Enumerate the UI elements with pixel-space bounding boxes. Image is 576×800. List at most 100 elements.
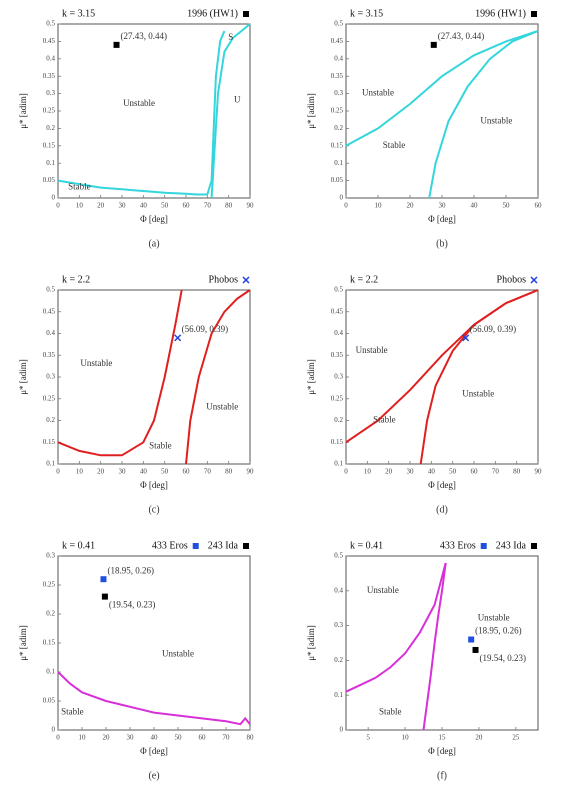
- curve: [57, 30, 226, 196]
- x-tick-label: 30: [119, 468, 127, 476]
- y-tick-label: 0.15: [331, 141, 344, 149]
- annotation: Unstable: [367, 585, 399, 595]
- y-axis-label: μ* [adim]: [18, 93, 28, 129]
- y-tick-label: 0.15: [43, 639, 56, 647]
- point-label: (27.43, 0.44): [121, 31, 168, 41]
- x-tick-label: 10: [364, 468, 372, 476]
- y-tick-label: 0.1: [334, 691, 343, 699]
- x-tick-label: 40: [471, 202, 479, 210]
- annotation: Stable: [383, 140, 406, 150]
- curve: [210, 23, 251, 199]
- legend-label: 243 Ida: [496, 540, 527, 551]
- point-marker: [100, 576, 107, 583]
- legend-marker: [192, 543, 199, 549]
- curve: [185, 289, 251, 465]
- legend-marker: [530, 276, 538, 284]
- y-tick-label: 0.3: [46, 89, 55, 97]
- plot-frame: [345, 289, 539, 465]
- annotation: U: [234, 95, 241, 105]
- x-tick-label: 70: [223, 734, 231, 742]
- x-tick-label: 60: [183, 468, 191, 476]
- chart-title: k = 2.2: [350, 274, 378, 285]
- y-tick-label: 0.15: [43, 438, 56, 446]
- annotation: Unstable: [462, 388, 494, 398]
- x-tick-label: 80: [225, 468, 233, 476]
- y-tick-label: 0: [52, 194, 56, 202]
- x-tick-label: 40: [151, 734, 159, 742]
- annotation: Unstable: [206, 402, 238, 412]
- y-axis-label: μ* [adim]: [306, 359, 316, 395]
- legend-label: 1996 (HW1): [187, 8, 238, 19]
- point-marker: [472, 646, 479, 653]
- annotation: Stable: [379, 707, 402, 717]
- y-tick-label: 0.3: [334, 621, 343, 629]
- y-tick-label: 0.4: [46, 54, 55, 62]
- x-tick-label: 30: [127, 734, 135, 742]
- x-tick-label: 20: [475, 734, 483, 742]
- x-tick-label: 80: [247, 734, 255, 742]
- legend-marker: [531, 11, 537, 17]
- chart-title: k = 0.41: [62, 540, 95, 551]
- x-tick-label: 30: [407, 468, 415, 476]
- chart-title: k = 0.41: [350, 540, 383, 551]
- chart-title: k = 2.2: [62, 274, 90, 285]
- y-tick-label: 0.35: [43, 351, 56, 359]
- x-axis-label: Φ [deg]: [428, 746, 456, 756]
- point-label: (18.95, 0.26): [475, 626, 521, 636]
- y-tick-label: 0.3: [334, 373, 343, 381]
- caption: (d): [436, 504, 448, 515]
- x-tick-label: 0: [56, 468, 60, 476]
- point-label: (27.43, 0.44): [438, 31, 485, 41]
- x-tick-label: 90: [247, 468, 255, 476]
- legend-marker: [243, 543, 249, 549]
- chart-title: k = 3.15: [350, 8, 383, 19]
- y-tick-label: 0.2: [46, 416, 55, 424]
- x-tick-label: 15: [439, 734, 447, 742]
- curve: [419, 289, 539, 465]
- y-tick-label: 0.4: [334, 54, 343, 62]
- annotation: Stable: [373, 415, 396, 425]
- y-tick-label: 0.25: [43, 581, 56, 589]
- x-tick-label: 0: [56, 202, 60, 210]
- x-tick-label: 0: [344, 202, 348, 210]
- x-tick-label: 80: [513, 468, 521, 476]
- x-tick-label: 80: [225, 202, 233, 210]
- y-tick-label: 0: [52, 726, 56, 734]
- legend-marker: [243, 11, 249, 17]
- x-tick-label: 50: [161, 202, 169, 210]
- y-tick-label: 0.25: [331, 394, 344, 402]
- x-tick-label: 20: [97, 202, 105, 210]
- annotation: Unstable: [162, 649, 194, 659]
- y-tick-label: 0.5: [334, 20, 343, 28]
- x-tick-label: 70: [204, 468, 212, 476]
- x-axis-label: Φ [deg]: [140, 746, 168, 756]
- x-tick-label: 30: [439, 202, 447, 210]
- x-tick-label: 10: [375, 202, 383, 210]
- annotation: Unstable: [356, 345, 388, 355]
- y-tick-label: 0.3: [46, 373, 55, 381]
- y-tick-label: 0.3: [46, 552, 55, 560]
- y-tick-label: 0.35: [331, 72, 344, 80]
- caption: (e): [148, 770, 159, 781]
- y-tick-label: 0.45: [331, 307, 344, 315]
- annotation: Stable: [61, 707, 84, 717]
- x-tick-label: 25: [512, 734, 520, 742]
- curve: [422, 562, 447, 731]
- x-tick-label: 5: [366, 734, 370, 742]
- y-tick-label: 0.35: [331, 351, 344, 359]
- legend-marker: [242, 276, 250, 284]
- x-tick-label: 60: [535, 202, 543, 210]
- point-marker: [174, 334, 182, 342]
- x-tick-label: 40: [140, 202, 148, 210]
- y-tick-label: 0.15: [331, 438, 344, 446]
- y-tick-label: 0.4: [334, 329, 343, 337]
- y-tick-label: 0.05: [331, 176, 344, 184]
- y-tick-label: 0.05: [43, 176, 56, 184]
- x-tick-label: 20: [103, 734, 111, 742]
- annotation: Unstable: [123, 98, 155, 108]
- legend-label: Phobos: [497, 274, 527, 285]
- x-tick-label: 70: [204, 202, 212, 210]
- y-tick-label: 0.05: [43, 697, 56, 705]
- legend-label: Phobos: [209, 274, 239, 285]
